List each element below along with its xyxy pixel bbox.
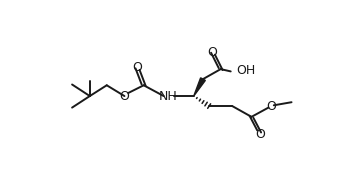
Text: OH: OH	[236, 64, 255, 77]
Text: O: O	[133, 61, 142, 74]
Text: O: O	[266, 100, 276, 113]
Text: O: O	[255, 128, 265, 141]
Text: O: O	[120, 90, 129, 103]
Text: O: O	[207, 46, 217, 59]
Text: NH: NH	[159, 90, 178, 103]
Polygon shape	[194, 78, 205, 96]
